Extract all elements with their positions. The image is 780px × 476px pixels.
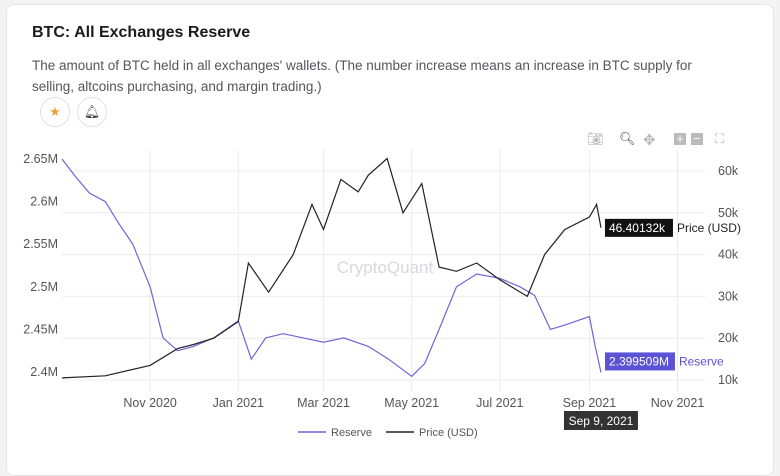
chart-card: BTC: All Exchanges Reserve The amount of…	[6, 4, 774, 476]
price-tooltip-label: Price (USD)	[677, 221, 741, 235]
pan-icon[interactable]: ✥	[643, 132, 656, 149]
legend-reserve-label: Reserve	[331, 427, 372, 439]
star-icon: ★	[49, 104, 61, 119]
zoom-icon[interactable]: 🔍︎	[619, 131, 636, 146]
watermark: CryptoQuant	[337, 258, 434, 277]
reserve-tooltip-label: Reserve	[679, 354, 724, 368]
alert-button[interactable]: 🔔︎	[77, 97, 107, 127]
x-tick-label: Mar 2021	[297, 396, 350, 410]
y-left-tick-label: 2.4M	[30, 365, 58, 379]
y-left-tick-label: 2.5M	[30, 280, 58, 294]
price-line	[61, 157, 602, 379]
x-tick-label: Jul 2021	[476, 396, 523, 410]
zoom-in-icon[interactable]: +	[674, 132, 686, 145]
page-title: BTC: All Exchanges Reserve	[32, 24, 251, 41]
reserve-line	[61, 158, 602, 378]
reserve-tooltip-value: 2.399509M	[609, 354, 669, 368]
camera-icon[interactable]: 📷︎	[587, 131, 604, 146]
y-right-tick-label: 10k	[718, 373, 739, 387]
y-right-tick-label: 20k	[718, 331, 739, 345]
y-right-tick-label: 30k	[718, 289, 739, 303]
price-tooltip-value: 46.40132k	[609, 221, 666, 235]
price-tooltip-box	[604, 218, 673, 237]
date-tooltip: Sep 9, 2021	[569, 414, 634, 428]
y-left-tick-label: 2.6M	[30, 195, 58, 209]
bell-icon: 🔔︎	[83, 104, 101, 119]
x-tick-label: Jan 2021	[213, 396, 264, 410]
x-tick-label: Sep 2021	[563, 396, 617, 410]
x-tick-label: May 2021	[384, 396, 439, 410]
date-tooltip-box	[563, 411, 638, 430]
zoom-out-icon[interactable]: −	[691, 132, 703, 145]
reserve-tooltip-box	[604, 352, 675, 371]
y-left-tick-label: 2.65M	[23, 152, 58, 166]
y-right-tick-label: 60k	[718, 164, 739, 178]
legend-price-label: Price (USD)	[419, 427, 478, 439]
y-right-tick-label: 50k	[718, 206, 739, 220]
autoscale-icon[interactable]: ⛶	[715, 131, 725, 146]
y-left-tick-label: 2.55M	[23, 237, 58, 251]
chart-description: The amount of BTC held in all exchanges'…	[32, 58, 692, 94]
favorite-button[interactable]: ★	[40, 97, 70, 127]
y-right-tick-label: 40k	[718, 248, 739, 262]
x-tick-label: Nov 2021	[651, 396, 705, 410]
x-tick-label: Nov 2020	[123, 396, 177, 410]
y-left-tick-label: 2.45M	[23, 322, 58, 336]
